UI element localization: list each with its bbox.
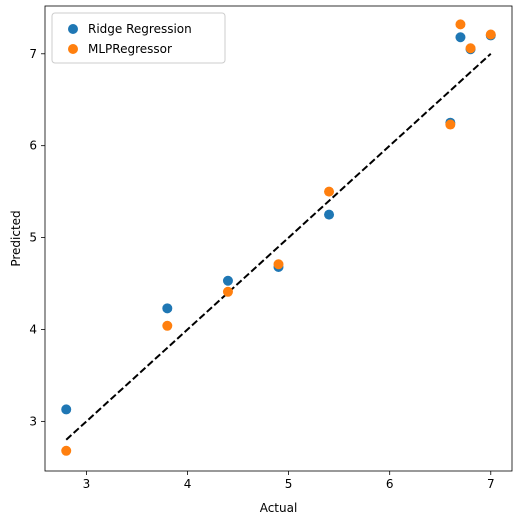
point-ridge-regression-4	[324, 209, 335, 220]
points-layer	[61, 19, 496, 456]
reference-line	[65, 53, 492, 441]
point-ridge-regression-6	[455, 32, 466, 43]
x-tick-label-3: 3	[83, 477, 91, 491]
y-tick-label-7: 7	[29, 47, 37, 61]
legend-box	[51, 12, 226, 64]
point-ridge-regression-0	[61, 404, 72, 415]
x-tick-label-6: 6	[386, 477, 394, 491]
legend-marker-mlpregressor	[68, 44, 78, 54]
point-mlpregressor-5	[445, 119, 456, 130]
y-tick-label-6: 6	[29, 139, 37, 153]
point-mlpregressor-0	[61, 445, 72, 456]
x-axis: 3 4 5 6 7	[83, 471, 495, 491]
x-axis-label: Actual	[260, 501, 298, 515]
point-mlpregressor-3	[273, 259, 284, 270]
y-tick-label-4: 4	[29, 322, 37, 336]
y-axis: 3 4 5 6 7	[29, 47, 45, 428]
point-ridge-regression-1	[162, 303, 173, 314]
legend-marker-ridge-regression	[68, 24, 78, 34]
point-mlpregressor-1	[162, 320, 173, 331]
reference-line-layer	[65, 53, 492, 441]
y-axis-label: Predicted	[9, 210, 23, 266]
y-tick-label-5: 5	[29, 231, 37, 245]
point-mlpregressor-2	[222, 286, 233, 297]
legend-label-ridge-regression: Ridge Regression	[88, 22, 192, 36]
plot-frame	[44, 5, 513, 472]
point-mlpregressor-4	[324, 186, 335, 197]
plot-area	[45, 6, 512, 471]
legend-label-mlpregressor: MLPRegressor	[88, 42, 172, 56]
x-tick-label-4: 4	[184, 477, 192, 491]
point-mlpregressor-6	[455, 19, 466, 30]
point-ridge-regression-2	[222, 275, 233, 286]
y-tick-label-3: 3	[29, 414, 37, 428]
legend: Ridge Regression MLPRegressor	[51, 12, 226, 64]
point-mlpregressor-7	[465, 43, 476, 54]
x-tick-label-7: 7	[487, 477, 495, 491]
point-mlpregressor-8	[485, 29, 496, 40]
x-tick-label-5: 5	[285, 477, 293, 491]
